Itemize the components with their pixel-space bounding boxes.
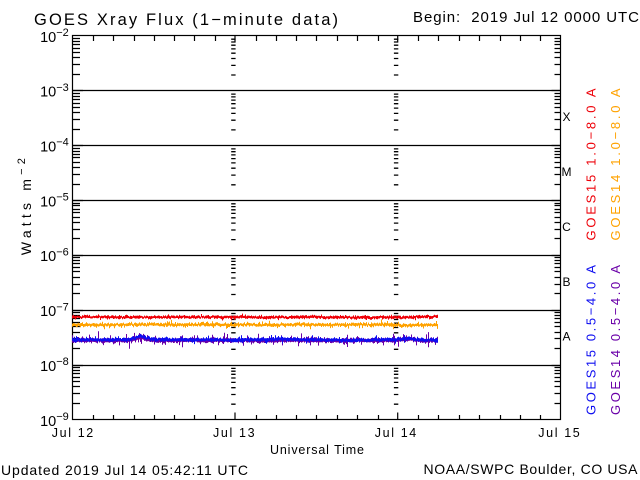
svg-text:10−4: 10−4: [40, 137, 69, 156]
svg-text:Updated 2019 Jul 14 05:42:11 U: Updated 2019 Jul 14 05:42:11 UTC: [1, 462, 248, 478]
svg-text:X: X: [562, 110, 570, 124]
svg-text:Jul 12: Jul 12: [52, 426, 94, 440]
svg-text:GOES15 1.0−8.0 A: GOES15 1.0−8.0 A: [584, 88, 599, 240]
svg-text:GOES14 1.0−8.0 A: GOES14 1.0−8.0 A: [608, 88, 623, 240]
svg-text:Jul 13: Jul 13: [213, 426, 255, 440]
svg-text:10−7: 10−7: [40, 301, 69, 320]
svg-text:B: B: [562, 275, 570, 289]
svg-text:10−3: 10−3: [40, 82, 69, 101]
svg-text:Jul 14: Jul 14: [375, 426, 417, 440]
svg-text:GOES14 0.5−4.0 A: GOES14 0.5−4.0 A: [608, 265, 623, 415]
svg-text:10−6: 10−6: [40, 246, 69, 265]
svg-text:GOES15 0.5−4.0 A: GOES15 0.5−4.0 A: [584, 265, 599, 415]
svg-text:10−5: 10−5: [40, 192, 69, 211]
svg-text:Universal Time: Universal Time: [270, 443, 364, 457]
svg-text:10−2: 10−2: [40, 27, 69, 46]
svg-text:C: C: [562, 220, 571, 234]
svg-text:GOES Xray Flux (1−minute data): GOES Xray Flux (1−minute data): [34, 11, 338, 29]
svg-text:A: A: [562, 330, 570, 344]
svg-text:Begin: 2019 Jul 12 0000 UTC: Begin: 2019 Jul 12 0000 UTC: [413, 9, 639, 26]
svg-text:M: M: [562, 165, 572, 179]
svg-text:NOAA/SWPC Boulder, CO USA: NOAA/SWPC Boulder, CO USA: [424, 461, 639, 477]
svg-text:Jul 15: Jul 15: [538, 426, 580, 440]
svg-text:10−8: 10−8: [40, 356, 69, 375]
svg-text:Watts m−2: Watts m−2: [16, 154, 34, 255]
